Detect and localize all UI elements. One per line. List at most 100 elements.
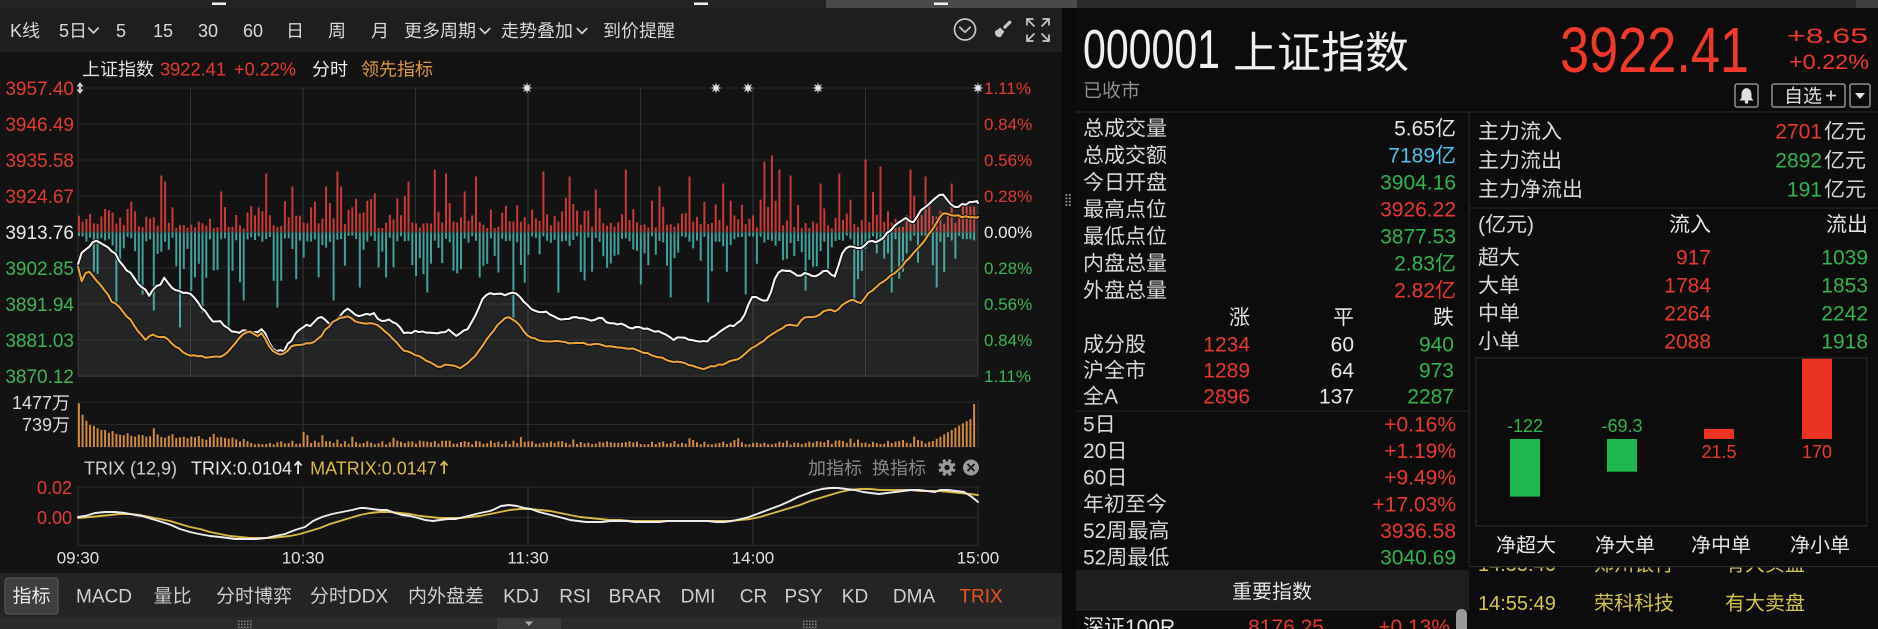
svg-text:3904.16: 3904.16 — [1380, 172, 1456, 195]
svg-text:TRIX:0.0104: TRIX:0.0104 — [191, 458, 292, 478]
svg-text:3924.67: 3924.67 — [5, 187, 74, 208]
svg-text:1853: 1853 — [1821, 275, 1868, 298]
svg-text:2.83: 2.83 — [1394, 253, 1435, 276]
svg-text:191: 191 — [1787, 179, 1822, 202]
svg-text:14:00: 14:00 — [732, 549, 775, 568]
svg-text:0.02: 0.02 — [37, 478, 72, 498]
svg-text:0.28%: 0.28% — [984, 187, 1032, 206]
svg-text:52: 52 — [1083, 520, 1106, 543]
svg-text:1039: 1039 — [1821, 247, 1868, 270]
svg-text:MACD: MACD — [76, 587, 132, 608]
svg-text:20: 20 — [1083, 440, 1106, 463]
svg-text:DDX: DDX — [348, 587, 388, 608]
svg-text:+0.22%: +0.22% — [1789, 51, 1869, 74]
svg-text:2896: 2896 — [1203, 386, 1250, 409]
svg-text:TRIX (12,9): TRIX (12,9) — [84, 458, 177, 478]
svg-text:1.11%: 1.11% — [984, 79, 1031, 98]
svg-text:2701: 2701 — [1775, 121, 1822, 144]
svg-text:60: 60 — [243, 21, 263, 41]
svg-text:3040.69: 3040.69 — [1380, 547, 1456, 570]
svg-text:TRIX: TRIX — [959, 587, 1003, 608]
svg-text:3891.94: 3891.94 — [5, 295, 74, 316]
svg-text:60: 60 — [1331, 334, 1354, 357]
svg-text:60: 60 — [1083, 467, 1106, 490]
svg-text:3926.22: 3926.22 — [1380, 199, 1456, 222]
svg-text:0.84%: 0.84% — [984, 115, 1032, 134]
svg-text:KDJ: KDJ — [503, 587, 539, 608]
svg-text:3902.85: 3902.85 — [5, 259, 74, 280]
svg-text:30: 30 — [198, 21, 218, 41]
svg-text:CR: CR — [740, 587, 767, 608]
svg-text:-69.3: -69.3 — [1601, 416, 1642, 436]
svg-text:2242: 2242 — [1821, 303, 1868, 326]
svg-text:-122: -122 — [1507, 416, 1543, 436]
svg-text:DMA: DMA — [893, 587, 936, 608]
svg-text:973: 973 — [1419, 360, 1454, 383]
svg-text:(: ( — [1478, 214, 1485, 237]
svg-text:+0.22%: +0.22% — [234, 60, 296, 80]
svg-text:52: 52 — [1083, 547, 1106, 570]
svg-text:2264: 2264 — [1664, 303, 1711, 326]
svg-text:2892: 2892 — [1775, 150, 1822, 173]
svg-text:): ) — [1527, 214, 1534, 237]
svg-text:3913.76: 3913.76 — [5, 223, 74, 244]
svg-text:8176.25: 8176.25 — [1248, 616, 1324, 629]
svg-text:15:00: 15:00 — [957, 549, 1000, 568]
svg-text:14:55:46: 14:55:46 — [1478, 554, 1556, 576]
svg-text:1234: 1234 — [1203, 334, 1250, 357]
svg-text:0.00%: 0.00% — [984, 223, 1032, 242]
svg-text:1918: 1918 — [1821, 331, 1868, 354]
svg-text:3936.58: 3936.58 — [1380, 520, 1456, 543]
svg-text:000001: 000001 — [1083, 18, 1220, 80]
svg-text:64: 64 — [1331, 360, 1355, 383]
svg-text:7189: 7189 — [1388, 145, 1435, 168]
svg-text:1784: 1784 — [1664, 275, 1711, 298]
svg-text:3881.03: 3881.03 — [5, 331, 74, 352]
svg-text:3870.12: 3870.12 — [5, 367, 74, 388]
svg-text:2.82: 2.82 — [1394, 280, 1435, 303]
svg-text:0.56%: 0.56% — [984, 295, 1032, 314]
svg-text:21.5: 21.5 — [1701, 442, 1736, 462]
svg-text:1.11%: 1.11% — [984, 367, 1031, 386]
svg-text:3877.53: 3877.53 — [1380, 226, 1456, 249]
svg-text:2088: 2088 — [1664, 331, 1711, 354]
svg-text:PSY: PSY — [785, 587, 823, 608]
svg-text:0.84%: 0.84% — [984, 331, 1032, 350]
svg-text:3922.41: 3922.41 — [1560, 14, 1749, 86]
svg-text:3922.41: 3922.41 — [160, 60, 226, 80]
svg-text:11:30: 11:30 — [507, 549, 548, 568]
svg-text:0.28%: 0.28% — [984, 259, 1032, 278]
svg-text:940: 940 — [1419, 334, 1454, 357]
svg-text:1289: 1289 — [1203, 360, 1250, 383]
svg-text:3946.49: 3946.49 — [5, 115, 74, 136]
svg-text:917: 917 — [1676, 247, 1711, 270]
svg-text:3935.58: 3935.58 — [5, 151, 74, 172]
svg-text:5: 5 — [1083, 414, 1095, 437]
svg-text:+0.13%: +0.13% — [1378, 616, 1450, 629]
svg-text:14:55:49: 14:55:49 — [1478, 593, 1556, 615]
svg-text:739: 739 — [22, 415, 52, 435]
svg-text:0.56%: 0.56% — [984, 151, 1032, 170]
svg-text:3957.40: 3957.40 — [5, 79, 74, 100]
svg-text:10:30: 10:30 — [282, 549, 325, 568]
svg-text:0.00: 0.00 — [37, 508, 72, 528]
svg-text:5.65: 5.65 — [1394, 118, 1435, 141]
svg-text:137: 137 — [1319, 386, 1354, 409]
svg-text:09:30: 09:30 — [57, 549, 100, 568]
svg-text:MATRIX:0.0147: MATRIX:0.0147 — [310, 458, 437, 478]
svg-text:KD: KD — [842, 587, 868, 608]
svg-text:K: K — [10, 21, 22, 41]
svg-text:+0.16%: +0.16% — [1384, 414, 1456, 437]
svg-text:RSI: RSI — [559, 587, 591, 608]
svg-text:+17.03%: +17.03% — [1373, 493, 1457, 516]
svg-text:2287: 2287 — [1407, 386, 1454, 409]
svg-text:170: 170 — [1802, 442, 1832, 462]
svg-text:5: 5 — [116, 21, 126, 41]
svg-text:BRAR: BRAR — [609, 587, 662, 608]
svg-text:100R: 100R — [1125, 616, 1175, 629]
svg-text:+9.49%: +9.49% — [1384, 467, 1456, 490]
svg-text:+8.65: +8.65 — [1787, 25, 1868, 48]
svg-text:1477: 1477 — [12, 393, 52, 413]
svg-text:15: 15 — [153, 21, 173, 41]
svg-text:A: A — [1104, 386, 1118, 409]
